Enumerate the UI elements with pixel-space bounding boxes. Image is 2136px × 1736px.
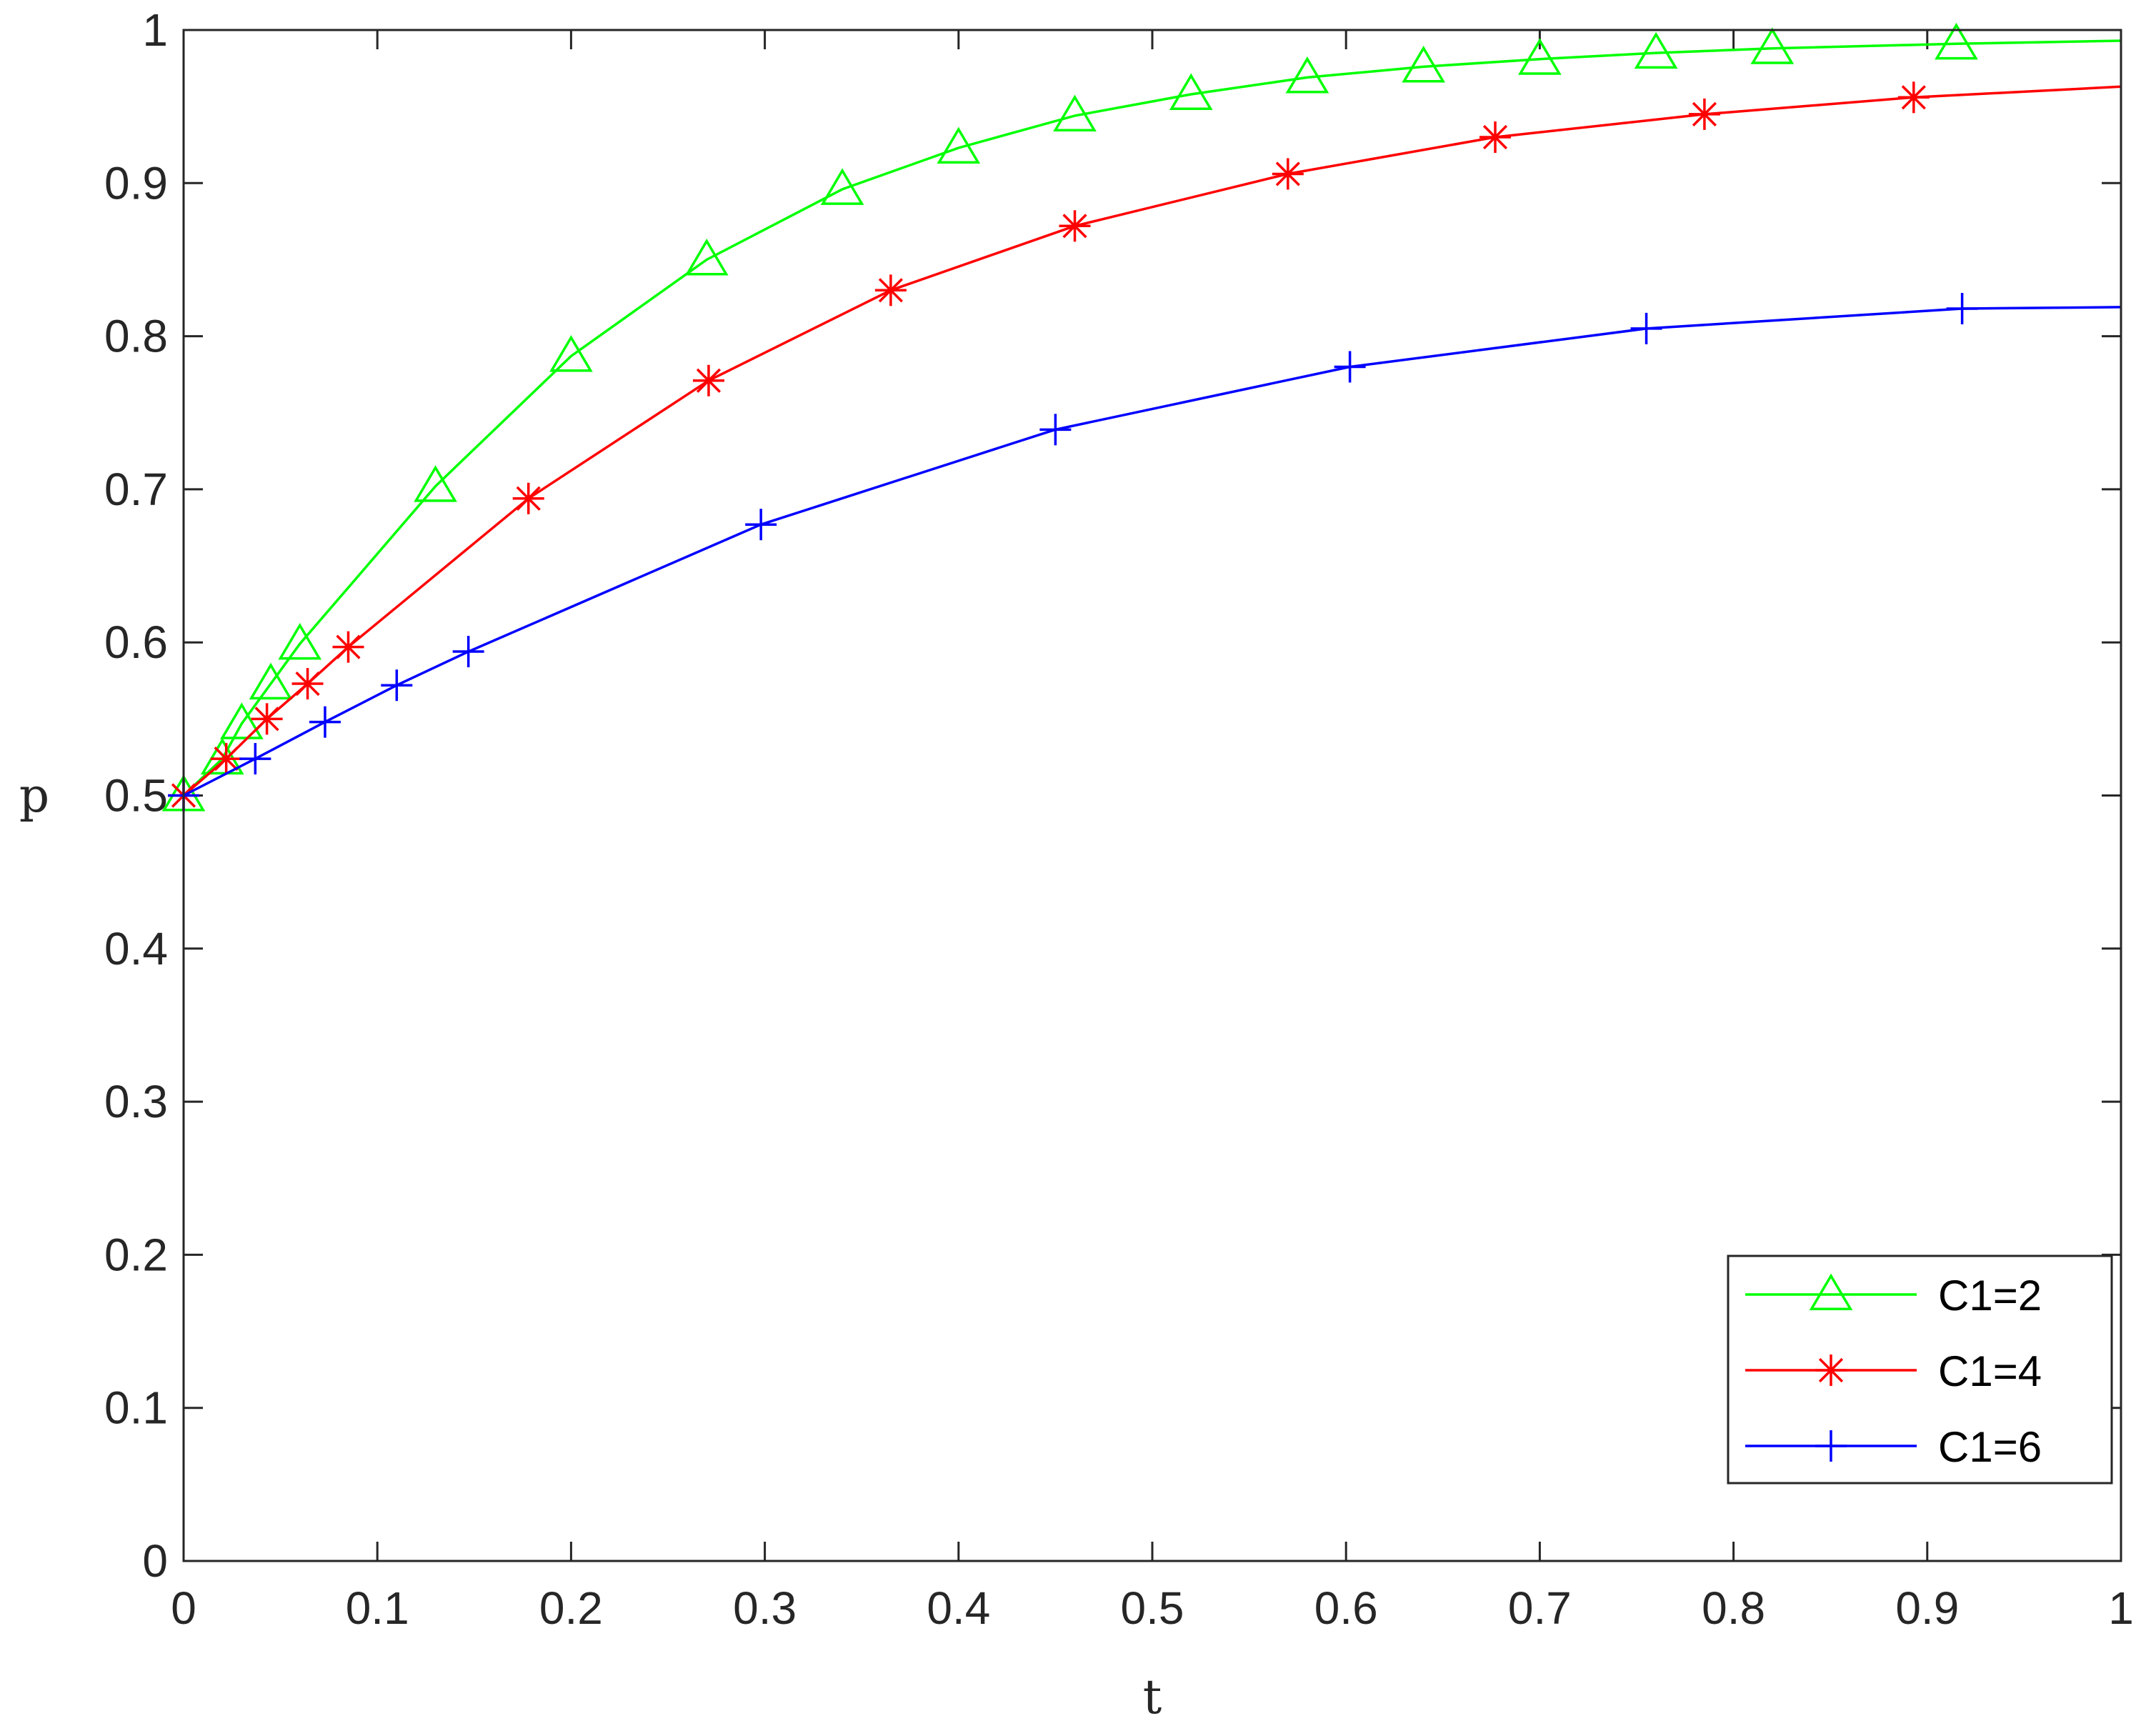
data-point [291, 668, 324, 700]
data-point [1479, 121, 1512, 154]
series-group [161, 22, 2122, 812]
legend-item: C1=6 [1745, 1423, 2042, 1471]
data-point [1630, 312, 1662, 344]
data-point [1272, 158, 1304, 190]
y-tick-label: 1 [142, 4, 168, 56]
data-point [381, 669, 413, 702]
legend-label: C1=2 [1938, 1272, 2042, 1320]
data-point [251, 703, 283, 735]
data-point [414, 465, 457, 502]
data-point [1059, 210, 1091, 242]
data-point [1688, 98, 1720, 130]
data-point [1039, 414, 1072, 446]
y-tick-label: 0.1 [104, 1382, 168, 1434]
series-c1-4 [168, 81, 2122, 812]
data-point [210, 743, 242, 775]
ticks-group: 0 0.1 0.2 0.3 0.4 0.5 0.6 0.7 0.8 0.9 1 0 0.1 0.2 0.3 0… [104, 4, 2134, 1634]
legend-label: C1=4 [1938, 1347, 2042, 1395]
data-point [684, 239, 729, 276]
y-tick-label: 0.2 [104, 1229, 168, 1280]
data-point [309, 706, 341, 738]
x-tick-label: 0.9 [1895, 1582, 1959, 1634]
data-point [549, 335, 593, 372]
data-point [1518, 38, 1562, 75]
data-point [1053, 94, 1097, 132]
y-tick-label: 0.4 [104, 923, 168, 974]
x-tick-label: 0.3 [733, 1582, 797, 1634]
y-tick-label: 0.8 [104, 311, 168, 362]
y-axis-label: p [19, 768, 49, 823]
x-tick-label: 0.7 [1508, 1582, 1572, 1634]
data-point [1402, 45, 1446, 83]
legend: C1=2 C1=4 C1=6 [1727, 1254, 2113, 1485]
legend-item: C1=4 [1745, 1347, 2042, 1395]
x-tick-label: 0.1 [346, 1582, 409, 1634]
y-tick-label: 0.9 [104, 157, 168, 209]
x-tick-label: 0.4 [927, 1582, 990, 1634]
data-point [1946, 293, 1978, 325]
data-point [1634, 31, 1678, 69]
x-tick-label: 0.5 [1121, 1582, 1184, 1634]
legend-item: C1=2 [1745, 1272, 2042, 1320]
data-point [1897, 81, 1930, 114]
data-point [332, 631, 364, 663]
data-point [692, 364, 724, 396]
series-line [182, 39, 2122, 797]
x-tick-label: 0.2 [539, 1582, 603, 1634]
x-tick-label: 0.8 [1702, 1582, 1765, 1634]
data-point [1334, 351, 1366, 383]
data-point [1285, 56, 1329, 94]
data-point [820, 168, 864, 205]
data-point [1809, 1273, 1853, 1311]
legend-label: C1=6 [1938, 1423, 2042, 1471]
data-point [512, 482, 544, 514]
data-point [1169, 73, 1213, 111]
data-point [452, 636, 484, 668]
data-point [200, 737, 244, 775]
y-tick-label: 0.7 [104, 464, 168, 515]
data-point [1815, 1430, 1847, 1462]
data-point [239, 743, 271, 775]
y-tick-label: 0.6 [104, 617, 168, 668]
x-axis-label: t [1143, 1670, 1162, 1725]
y-tick-label: 0.5 [104, 770, 168, 822]
data-point [937, 126, 981, 164]
y-tick-label: 0 [142, 1535, 168, 1587]
data-point [249, 662, 293, 700]
x-tick-label: 1 [2108, 1582, 2134, 1634]
data-point [278, 622, 322, 660]
y-tick-label: 0.3 [104, 1076, 168, 1127]
data-point [1815, 1355, 1847, 1386]
data-point [1935, 22, 1978, 60]
data-point [745, 509, 777, 541]
data-point [874, 274, 907, 306]
data-point [219, 702, 264, 739]
x-tick-label: 0.6 [1314, 1582, 1378, 1634]
data-point [1750, 27, 1795, 64]
axes-box [182, 29, 2122, 1562]
x-tick-label: 0 [171, 1582, 196, 1634]
series-c1-2 [161, 22, 2122, 812]
